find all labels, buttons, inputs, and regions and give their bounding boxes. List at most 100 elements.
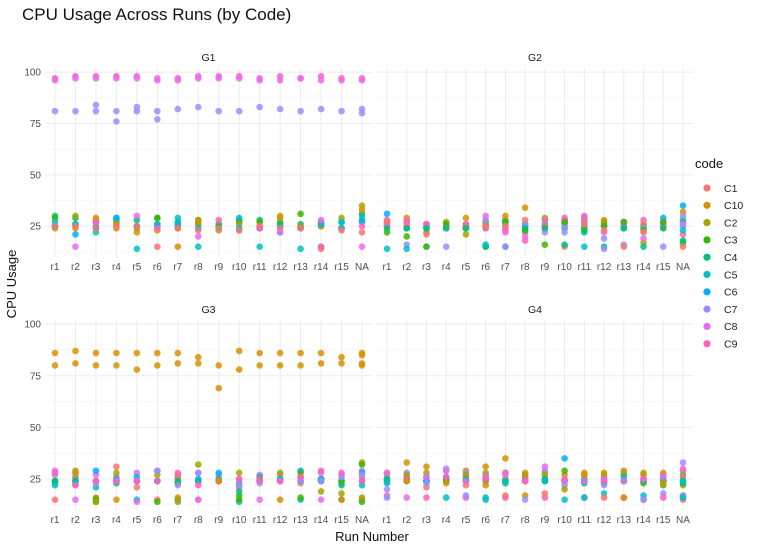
data-point-c9 <box>256 224 263 232</box>
x-tick-label: r10 <box>232 515 247 526</box>
data-point-c10 <box>317 360 325 367</box>
data-point-c4 <box>561 241 568 248</box>
data-point-c9 <box>482 475 489 483</box>
x-tick-label: r14 <box>636 515 651 526</box>
data-point-c7 <box>154 467 161 475</box>
data-point-c10 <box>276 362 284 369</box>
x-tick-label: r11 <box>253 515 267 526</box>
data-point-c4 <box>640 243 647 251</box>
x-tick-label: r1 <box>51 262 60 273</box>
x-tick-label: r3 <box>422 262 431 273</box>
data-point-c1 <box>541 490 549 497</box>
x-tick-label: r14 <box>636 262 651 273</box>
data-point-c2 <box>338 490 345 497</box>
data-point-c8 <box>358 243 366 251</box>
data-point-c10 <box>358 206 366 214</box>
data-point-c1 <box>51 222 59 230</box>
data-point-c5 <box>679 494 687 501</box>
data-point-c3 <box>620 218 628 226</box>
data-point-c10 <box>423 463 430 470</box>
data-point-c10 <box>256 349 263 357</box>
data-point-c4 <box>659 224 667 232</box>
data-point-c5 <box>502 477 509 485</box>
data-point-c9 <box>561 475 568 483</box>
data-point-c6 <box>72 231 79 238</box>
data-point-c5 <box>482 496 489 503</box>
data-point-c6 <box>679 202 687 209</box>
data-point-c7 <box>194 469 202 477</box>
data-point-c5 <box>482 241 489 248</box>
data-point-c10 <box>502 455 509 462</box>
data-point-c3 <box>659 218 667 226</box>
data-point-c7 <box>358 109 366 117</box>
data-point-c7 <box>154 116 161 123</box>
data-point-c3 <box>154 214 161 222</box>
data-point-c9 <box>154 224 161 232</box>
x-tick-label: r12 <box>597 262 612 273</box>
x-tick-label: r7 <box>173 262 182 273</box>
data-point-c9 <box>640 475 647 483</box>
data-point-c9 <box>317 467 325 475</box>
data-point-c10 <box>194 353 202 361</box>
data-point-c9 <box>358 222 366 230</box>
data-point-c1 <box>72 222 79 230</box>
data-point-c7 <box>423 479 430 487</box>
data-point-c8 <box>297 74 304 82</box>
x-tick-label: r15 <box>656 262 671 273</box>
data-point-c2 <box>194 461 202 468</box>
data-point-c3 <box>403 233 411 240</box>
x-tick-label: r4 <box>442 515 451 526</box>
data-point-c1 <box>600 494 608 501</box>
data-point-c6 <box>383 210 391 218</box>
data-point-c8 <box>358 77 366 84</box>
data-point-c8 <box>317 216 325 224</box>
legend-key-c6 <box>703 288 711 296</box>
data-point-c10 <box>215 477 223 485</box>
x-tick-label: r7 <box>501 515 510 526</box>
data-point-c10 <box>276 212 284 220</box>
data-point-c7 <box>235 107 243 115</box>
data-point-c2 <box>92 498 100 506</box>
data-point-c10 <box>502 212 509 220</box>
data-point-c1 <box>215 224 223 232</box>
legend-key-c10 <box>703 201 711 209</box>
legend-label-c9: C9 <box>724 339 738 351</box>
data-point-c10 <box>92 349 100 357</box>
data-point-c3 <box>561 467 568 475</box>
legend-label-c3: C3 <box>724 235 738 247</box>
x-tick-label: r12 <box>597 515 612 526</box>
data-point-c5 <box>581 494 588 501</box>
data-point-c8 <box>482 212 489 220</box>
x-tick-label: r11 <box>253 262 267 273</box>
data-point-c10 <box>113 496 120 503</box>
data-point-c10 <box>235 366 243 373</box>
data-point-c4 <box>423 224 430 232</box>
legend-key-c8 <box>703 322 711 330</box>
data-point-c7 <box>235 481 243 489</box>
data-point-c3 <box>154 498 161 506</box>
x-tick-label: r10 <box>232 262 247 273</box>
data-point-c10 <box>215 384 223 392</box>
x-tick-label: r11 <box>577 262 591 273</box>
data-point-c7 <box>113 107 120 115</box>
x-tick-label: r2 <box>71 515 80 526</box>
x-tick-label: r15 <box>334 262 349 273</box>
data-point-c1 <box>113 222 120 230</box>
data-point-c2 <box>72 212 79 220</box>
data-point-c5 <box>174 214 182 222</box>
data-point-c10 <box>174 360 182 367</box>
data-point-c9 <box>403 216 411 224</box>
data-point-c9 <box>521 477 529 485</box>
x-tick-label: r9 <box>540 262 549 273</box>
data-point-c6 <box>215 469 223 477</box>
data-point-c7 <box>561 229 568 236</box>
data-point-c8 <box>581 477 588 485</box>
data-point-c9 <box>215 216 223 224</box>
data-point-c5 <box>679 477 687 485</box>
facet-label-g3: G3 <box>201 304 215 316</box>
x-tick-label: NA <box>355 262 369 273</box>
data-point-c7 <box>659 243 667 251</box>
data-point-c7 <box>154 107 161 115</box>
data-point-c4 <box>338 481 345 489</box>
x-tick-label: r4 <box>442 262 451 273</box>
